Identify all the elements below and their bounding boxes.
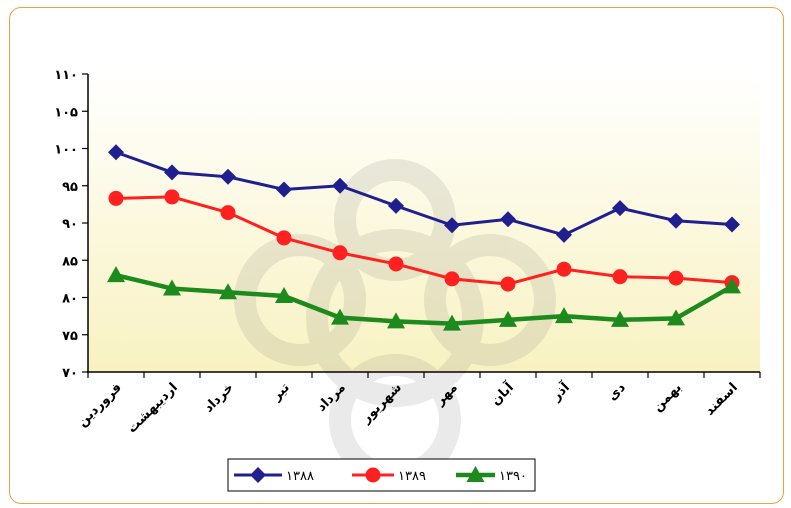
data-point xyxy=(556,261,572,277)
data-point xyxy=(220,205,236,221)
data-point xyxy=(276,181,292,198)
y-tick-label: ۷۰ xyxy=(62,366,78,381)
legend-label: ۱۳۹۰ xyxy=(499,469,527,484)
data-point xyxy=(444,217,460,234)
data-point xyxy=(163,279,181,296)
data-point xyxy=(500,276,516,292)
series-triangle xyxy=(107,266,741,331)
data-point xyxy=(668,212,684,229)
data-point xyxy=(556,226,572,243)
data-point xyxy=(276,230,292,246)
data-point xyxy=(499,310,517,327)
y-tick-label: ۱۰۵ xyxy=(54,105,78,120)
watermark-emblem xyxy=(234,159,556,486)
x-tick-label: اردیبهشت xyxy=(125,380,181,436)
series-diamond xyxy=(108,144,740,243)
data-point xyxy=(612,200,628,217)
data-point xyxy=(250,467,266,483)
data-point xyxy=(611,310,629,327)
data-point xyxy=(164,164,180,181)
series-line xyxy=(115,150,733,237)
data-point xyxy=(667,309,685,326)
data-point xyxy=(365,467,381,483)
x-tick-label: دی xyxy=(605,380,629,404)
legend-item: ۱۳۸۹ xyxy=(352,467,426,484)
data-point xyxy=(219,283,237,300)
data-point xyxy=(555,307,573,324)
data-point xyxy=(388,197,404,214)
legend-label: ۱۳۸۹ xyxy=(398,469,426,484)
data-point xyxy=(220,168,236,185)
data-point xyxy=(332,177,348,194)
y-tick-label: ۱۱۰ xyxy=(54,68,78,83)
series-line xyxy=(115,272,734,326)
x-tick-label: آذر xyxy=(547,378,573,404)
data-point xyxy=(387,312,405,329)
data-point xyxy=(108,144,124,161)
series-line xyxy=(115,195,733,286)
y-tick-label: ۸۵ xyxy=(62,254,78,269)
data-point xyxy=(388,256,404,272)
data-point xyxy=(500,211,516,228)
legend-item: ۱۳۹۰ xyxy=(456,466,527,484)
x-tick-label: آبان xyxy=(487,378,517,408)
legend-label: ۱۳۸۸ xyxy=(286,469,314,484)
x-tick-label: اسفند xyxy=(702,380,740,418)
data-point xyxy=(275,287,293,304)
data-point xyxy=(444,271,460,287)
data-point xyxy=(612,269,628,285)
data-point xyxy=(466,466,485,482)
legend-item: ۱۳۸۸ xyxy=(234,467,314,484)
data-point xyxy=(668,270,684,286)
plot-area xyxy=(88,74,760,372)
y-tick-label: ۹۵ xyxy=(62,180,78,195)
data-point xyxy=(723,277,741,294)
series-circle xyxy=(108,189,740,292)
y-tick-label: ۷۵ xyxy=(62,329,78,344)
data-point xyxy=(443,314,461,331)
y-tick-label: ۹۰ xyxy=(62,217,78,232)
data-point xyxy=(108,190,124,206)
x-tick-label: خرداد xyxy=(201,380,237,416)
y-tick-label: ۸۰ xyxy=(62,292,78,307)
data-point xyxy=(107,266,125,283)
x-tick-label: تیر xyxy=(269,380,293,404)
y-tick-label: ۱۰۰ xyxy=(54,143,78,158)
data-point xyxy=(724,216,740,233)
data-point xyxy=(331,308,349,325)
x-tick-label: فروردین xyxy=(75,380,125,430)
x-tick-label: بهمن xyxy=(650,380,685,415)
data-point xyxy=(332,245,348,261)
data-point xyxy=(164,189,180,205)
